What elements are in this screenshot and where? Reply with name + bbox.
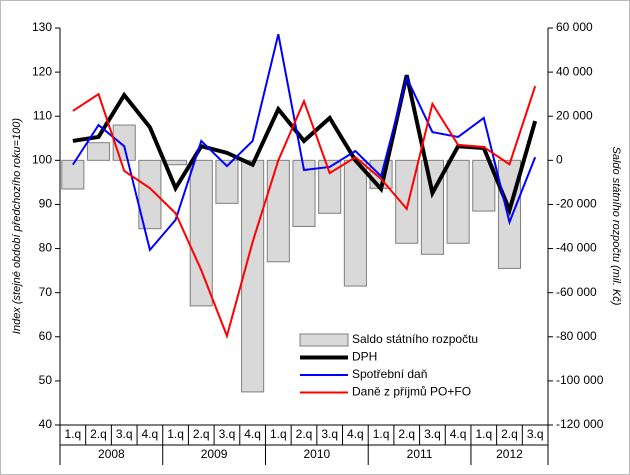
y2-tick-label: 0 — [556, 153, 563, 167]
x-group-label: 2009 — [201, 447, 228, 461]
bar — [472, 159, 496, 212]
y2-tick-label: 60 000 — [556, 20, 593, 34]
y-tick-label: 120 — [32, 64, 52, 78]
x-tick-label: 2.q — [296, 427, 313, 441]
x-tick-label: 1.q — [270, 427, 287, 441]
y-tick-label: 100 — [32, 153, 52, 167]
bar — [318, 159, 342, 214]
legend-label: DPH — [352, 350, 377, 364]
y2-tick-label: -40 000 — [556, 241, 597, 255]
x-tick-label: 1.q — [373, 427, 390, 441]
line — [72, 33, 537, 253]
x-tick-label: 1.q — [475, 427, 492, 441]
bar — [215, 159, 239, 204]
bar — [112, 124, 136, 161]
x-group-label: 2010 — [303, 447, 330, 461]
x-tick-label: 4.q — [450, 427, 467, 441]
bar — [86, 142, 111, 161]
x-tick-label: 3.q — [424, 427, 441, 441]
x-group-label: 2011 — [407, 447, 433, 461]
y2-tick-label: -60 000 — [556, 285, 597, 299]
bar — [164, 159, 188, 166]
x-group-label: 2012 — [496, 447, 523, 461]
y-tick-label: 90 — [39, 197, 53, 211]
y-tick-label: 110 — [33, 108, 52, 122]
bar — [138, 159, 162, 230]
bar — [189, 159, 213, 307]
y2-axis-label: Saldo státního rozpočtu (mil. Kč) — [610, 147, 622, 306]
x-tick-label: 1.q — [64, 427, 81, 441]
y2-tick-label: -80 000 — [556, 329, 597, 343]
y-tick-label: 50 — [39, 373, 53, 387]
y-tick-label: 130 — [32, 20, 52, 34]
y2-tick-label: -120 000 — [556, 417, 604, 431]
bar — [343, 159, 367, 287]
x-group-label: 2008 — [98, 447, 125, 461]
y-tick-label: 80 — [39, 241, 53, 255]
bar — [292, 159, 316, 227]
x-tick-label: 2.q — [193, 427, 210, 441]
legend-label: Daně z příjmů PO+FO — [352, 385, 471, 399]
y-tick-label: 60 — [39, 329, 53, 343]
line — [72, 74, 538, 217]
bar — [61, 159, 85, 190]
x-tick-label: 2.q — [90, 427, 107, 441]
bar — [395, 159, 419, 244]
x-tick-label: 4.q — [347, 427, 364, 441]
y-axis-label: Index (stejné období předchozího roku=10… — [11, 118, 23, 335]
legend-swatch — [299, 333, 349, 347]
bar — [446, 159, 470, 244]
x-tick-label: 3.q — [219, 427, 236, 441]
x-tick-label: 3.q — [321, 427, 338, 441]
x-tick-label: 1.q — [167, 427, 184, 441]
bar — [241, 159, 265, 393]
x-tick-label: 3.q — [116, 427, 133, 441]
y-tick-label: 70 — [39, 285, 53, 299]
x-tick-label: 2.q — [398, 427, 415, 441]
bar — [420, 159, 444, 255]
x-tick-label: 3.q — [527, 427, 544, 441]
legend-label: Saldo státního rozpočtu — [352, 332, 478, 346]
y2-tick-label: 40 000 — [556, 64, 593, 78]
y2-tick-label: -100 000 — [556, 373, 604, 387]
y-tick-label: 40 — [39, 417, 53, 431]
x-tick-label: 4.q — [244, 427, 261, 441]
y2-tick-label: 20 000 — [556, 108, 593, 122]
legend-label: Spotřební daň — [352, 367, 427, 381]
bar — [266, 159, 290, 263]
line — [72, 85, 537, 340]
x-tick-label: 4.q — [142, 427, 159, 441]
x-tick-label: 2.q — [501, 427, 518, 441]
y2-tick-label: -20 000 — [556, 197, 597, 211]
